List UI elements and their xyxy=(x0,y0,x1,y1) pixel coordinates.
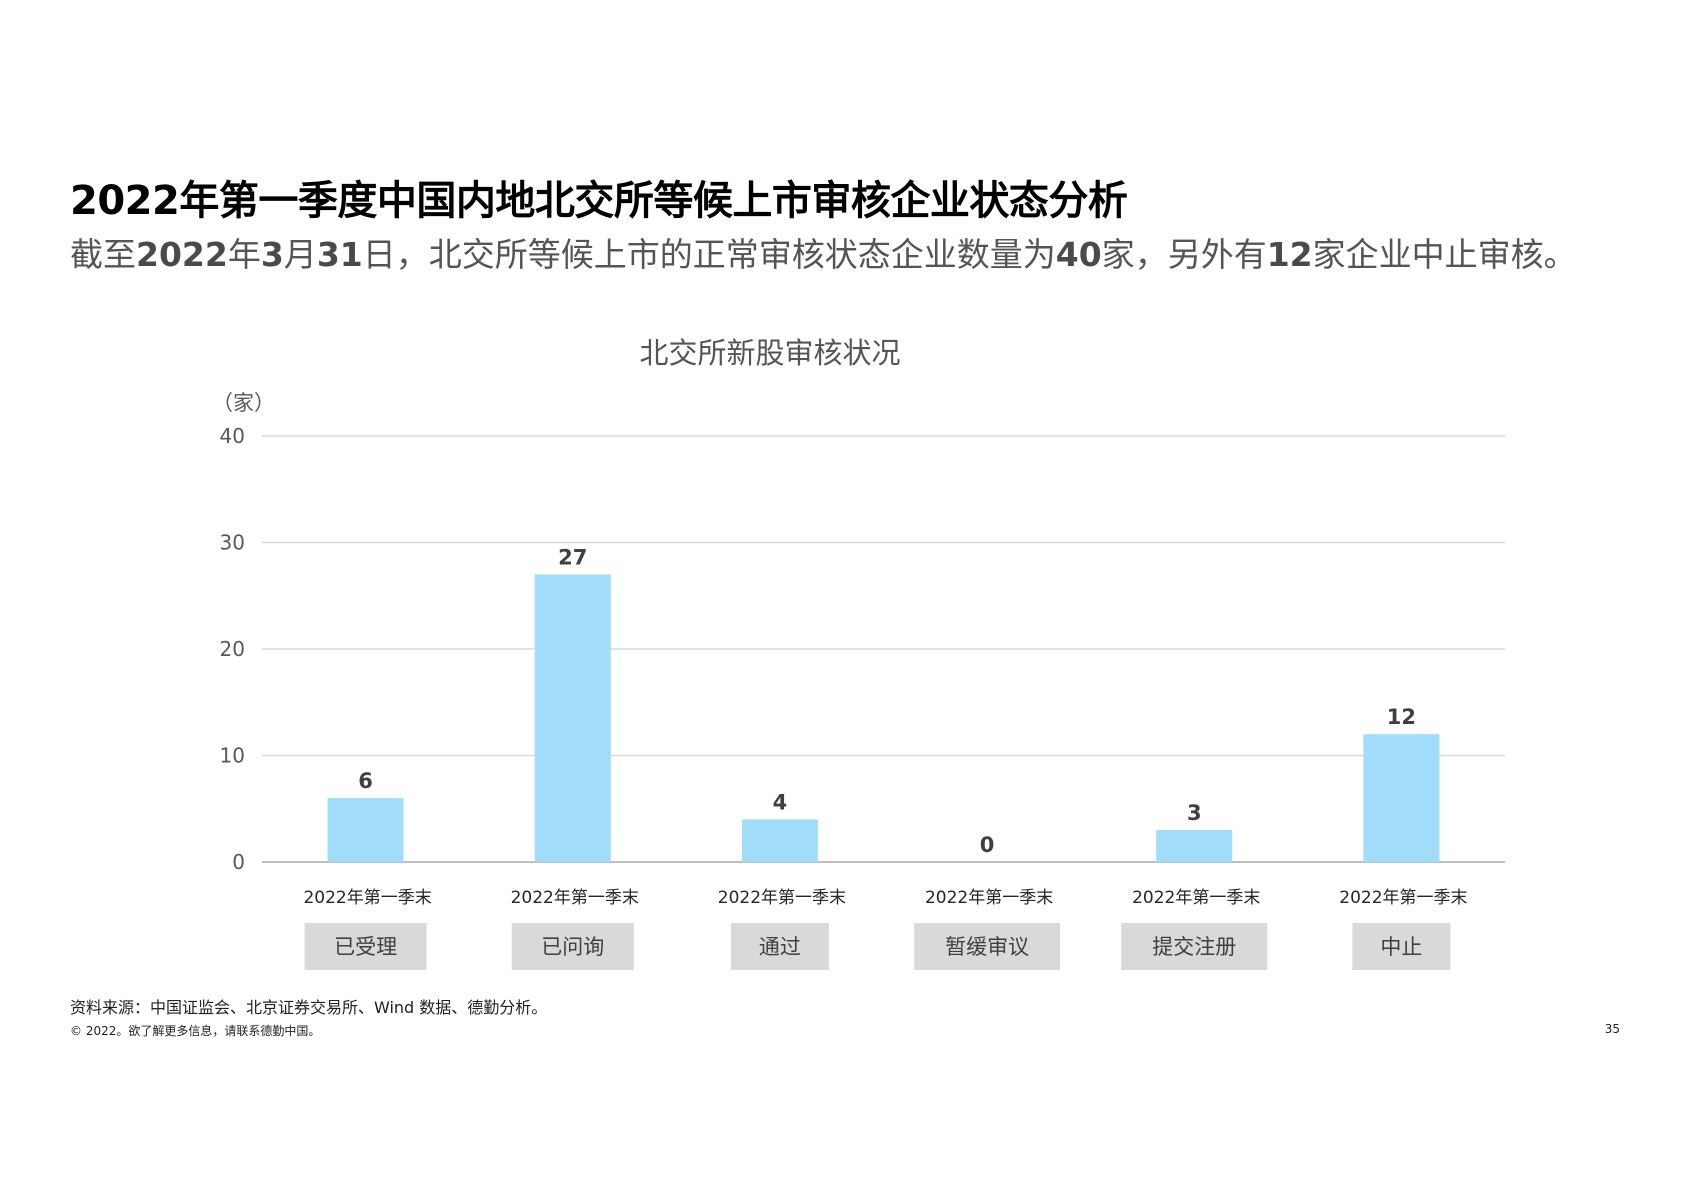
status-box xyxy=(730,923,829,970)
subtitle-text-4: 日，北交所等候上市的正常审核状态企业数量为 xyxy=(362,235,1056,274)
data-label: 6 xyxy=(358,769,373,793)
bar xyxy=(741,819,818,862)
subtitle-text-5: 家，另外有 xyxy=(1101,235,1267,274)
x-tick-label: 2022年第一季末 xyxy=(925,888,1053,908)
data-label: 3 xyxy=(1187,801,1202,825)
status-label: 暂缓审议 xyxy=(945,935,1029,959)
y-tick-label: 40 xyxy=(220,424,245,448)
x-tick-label: 2022年第一季末 xyxy=(303,888,431,908)
y-tick-label: 20 xyxy=(220,637,245,661)
chart-title: 北交所新股审核状况 xyxy=(639,336,901,370)
subtitle-year: 2022 xyxy=(136,235,228,274)
status-label: 通过 xyxy=(759,935,801,959)
data-label: 0 xyxy=(980,833,995,857)
data-label: 27 xyxy=(558,545,587,569)
y-tick-label: 0 xyxy=(232,850,245,874)
y-axis-label: （家） xyxy=(212,391,275,415)
page-number: 35 xyxy=(1604,1022,1620,1036)
subtitle-month: 3 xyxy=(260,235,284,274)
subtitle-text-3: 月 xyxy=(283,235,317,274)
data-label: 12 xyxy=(1387,705,1416,729)
page-subtitle: 截至2022年3月31日，北交所等候上市的正常审核状态企业数量为40家，另外有1… xyxy=(70,228,1577,276)
y-tick-label: 30 xyxy=(220,531,245,555)
bar xyxy=(1363,734,1440,862)
subtitle-text-1: 截至 xyxy=(70,235,136,274)
copyright-note: © 2022。欲了解更多信息，请联系德勤中国。 xyxy=(70,1024,321,1038)
bar xyxy=(534,574,611,862)
subtitle-text-6: 家企业中止审核。 xyxy=(1312,235,1577,274)
subtitle-suspended-count: 12 xyxy=(1266,235,1313,274)
subtitle-day: 31 xyxy=(316,235,363,274)
bar xyxy=(1156,830,1233,862)
status-box xyxy=(511,923,634,970)
data-label: 4 xyxy=(773,790,788,814)
y-tick-label: 10 xyxy=(220,744,245,768)
x-tick-label: 2022年第一季末 xyxy=(511,888,639,908)
subtitle-text-2: 年 xyxy=(227,235,261,274)
subtitle-normal-count: 40 xyxy=(1055,235,1102,274)
status-label: 提交注册 xyxy=(1152,935,1236,959)
x-tick-label: 2022年第一季末 xyxy=(1132,888,1260,908)
status-box xyxy=(914,923,1061,970)
x-tick-label: 2022年第一季末 xyxy=(718,888,846,908)
source-note: 资料来源：中国证监会、北京证券交易所、Wind 数据、德勤分析。 xyxy=(70,998,548,1017)
x-tick-label: 2022年第一季末 xyxy=(1339,888,1467,908)
bar xyxy=(327,798,404,862)
status-label: 已受理 xyxy=(334,935,397,959)
page-title: 2022年第一季度中国内地北交所等候上市审核企业状态分析 xyxy=(70,178,1128,224)
status-box xyxy=(1121,923,1268,970)
status-box xyxy=(1352,923,1451,970)
status-label: 中止 xyxy=(1380,935,1422,959)
status-label: 已问询 xyxy=(541,935,604,959)
status-box xyxy=(304,923,427,970)
